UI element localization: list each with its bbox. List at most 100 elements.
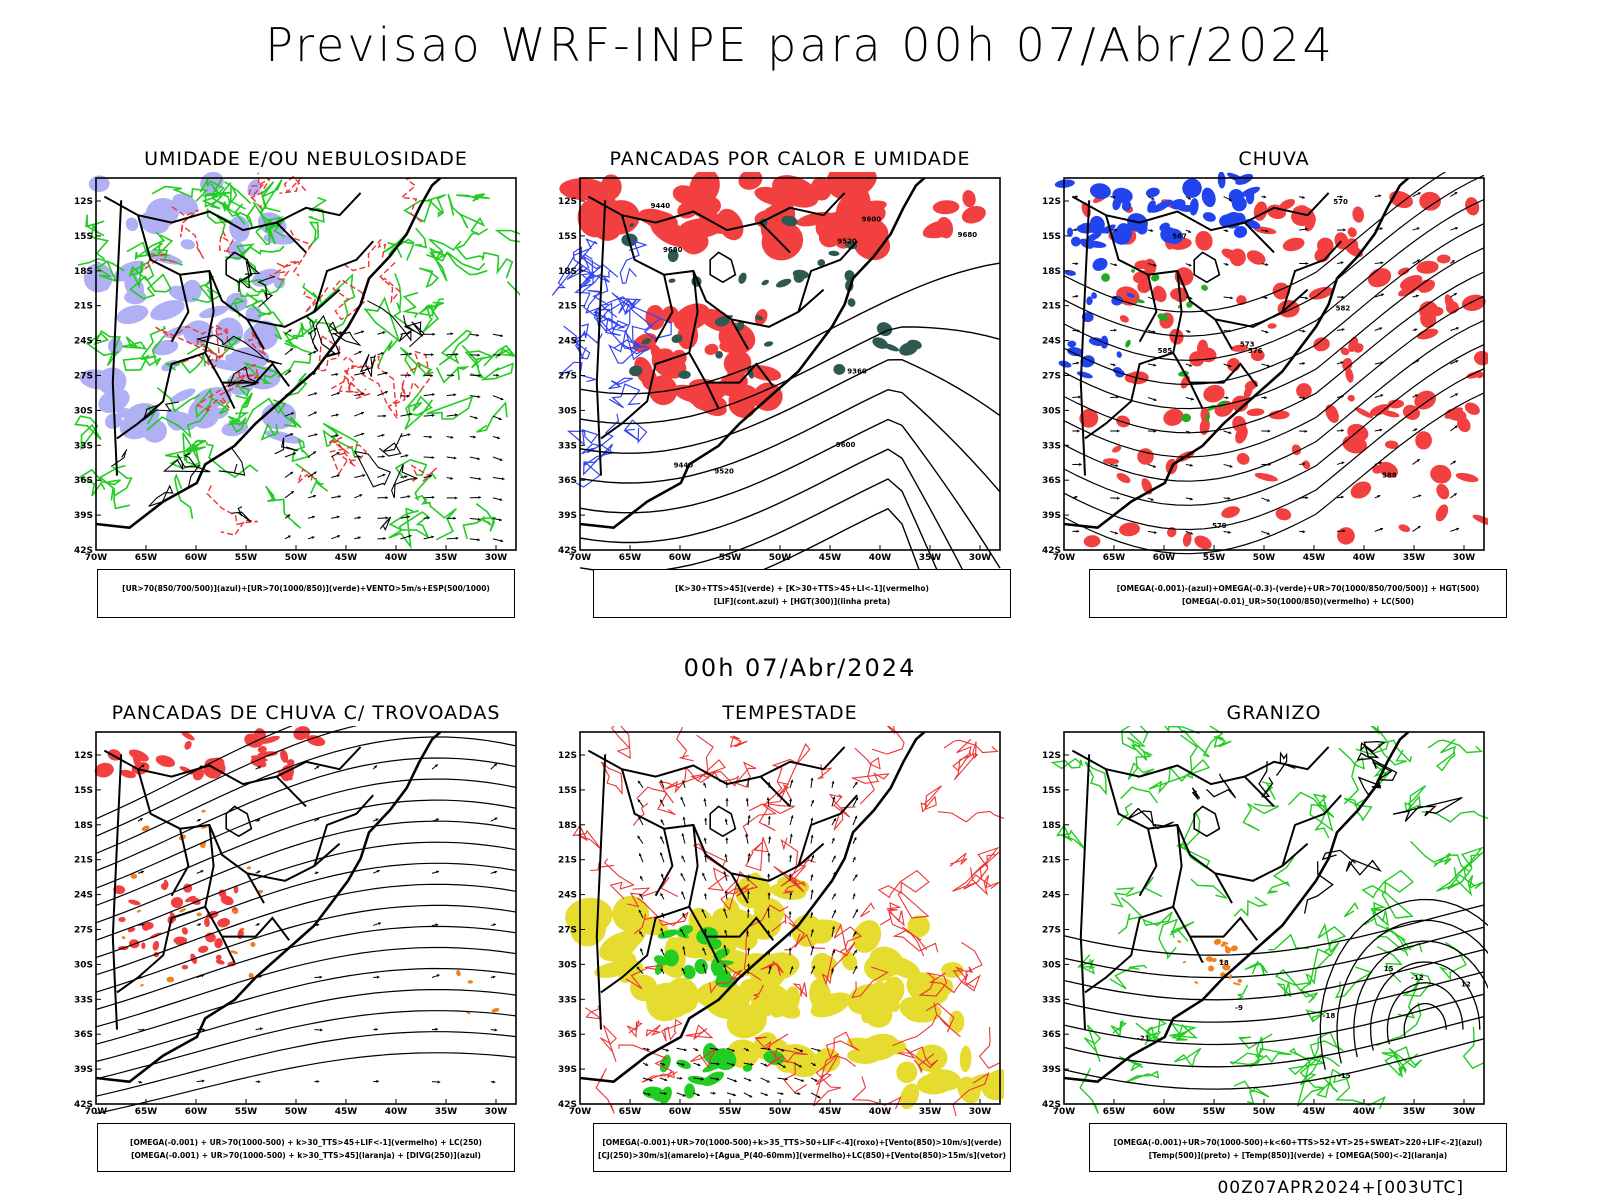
contour-line — [391, 464, 418, 499]
arrow-head — [450, 435, 454, 439]
fill-blob — [1137, 280, 1151, 294]
fill-blob — [859, 1033, 900, 1061]
lat-label: 42S — [558, 1100, 577, 1110]
country-border — [116, 905, 206, 994]
country-border — [313, 240, 374, 313]
arrow-head — [1379, 327, 1383, 331]
lat-label: 33S — [1042, 441, 1061, 451]
fill-blob — [1465, 197, 1480, 216]
caption-line: [OMEGA(-0.001)+UR>70(1000-500)+k<60+TTS>… — [1113, 1138, 1483, 1147]
arrow-head — [311, 536, 315, 540]
fill-blob — [1199, 418, 1210, 435]
contour-line — [418, 267, 440, 289]
fill-blob — [233, 885, 239, 894]
contour-line — [170, 205, 205, 259]
fill-blob — [907, 915, 930, 938]
arrow-head — [453, 393, 457, 397]
arrow-head — [814, 1078, 818, 1082]
contour-line — [1127, 743, 1155, 780]
arrow-head — [748, 1078, 752, 1082]
lat-label: 36S — [1042, 1030, 1061, 1040]
arrow-head — [431, 413, 435, 417]
arrow-head — [817, 1048, 821, 1052]
fill-blob — [250, 941, 256, 948]
arrow-head — [682, 946, 686, 950]
fill-blob — [687, 1075, 710, 1085]
contour-label: 9360 — [847, 368, 867, 376]
arrow-head — [1114, 228, 1118, 232]
arrow-head — [811, 854, 815, 858]
fill-blob — [1157, 313, 1169, 321]
contour-line — [920, 785, 943, 813]
contour-line — [134, 231, 170, 261]
contour-line — [937, 810, 1004, 823]
contour-line — [402, 315, 425, 348]
fill-blob — [130, 873, 138, 879]
fill-blob — [657, 929, 679, 939]
fill-blob — [654, 961, 664, 975]
arrow-head — [429, 435, 433, 439]
fill-blob — [828, 250, 840, 257]
fill-blob — [630, 915, 669, 936]
map-frame — [95, 731, 517, 1105]
arrow-head — [801, 1079, 805, 1082]
contour-line — [1410, 840, 1470, 873]
arrow-head — [789, 833, 793, 837]
fill-blob — [214, 938, 223, 949]
fill-blob — [641, 338, 652, 345]
arrow-head — [702, 963, 706, 967]
arrow-head — [1190, 397, 1194, 401]
arrow-head — [681, 891, 685, 895]
lon-label: 45W — [335, 553, 358, 563]
arrow-head — [681, 855, 685, 859]
contour-label: 9520 — [714, 467, 734, 475]
fill-blob — [899, 1083, 920, 1110]
main-title: Previsao WRF-INPE para 00h 07/Abr/2024 — [265, 18, 1335, 72]
contour-line — [676, 726, 694, 762]
contour-line — [1063, 993, 1485, 1046]
fill-blob — [1325, 404, 1339, 423]
fill-blob — [118, 916, 126, 922]
fill-blob — [181, 731, 195, 741]
contour-line — [95, 841, 517, 941]
fill-blob — [257, 751, 278, 757]
lon-label: 55W — [719, 1107, 742, 1117]
caption-pancadas-calor: [K>30+TTS>45](verde) + [K>30+TTS>45+LI<-… — [593, 569, 1011, 618]
fill-blob — [716, 969, 732, 986]
arrow-head — [257, 766, 261, 770]
country-border — [706, 916, 774, 941]
fill-blob — [1419, 191, 1441, 211]
contour-line — [275, 402, 302, 429]
contour-line — [95, 967, 517, 1045]
orange-fill — [121, 809, 264, 987]
fill-blob — [1166, 527, 1177, 538]
contour-label: 588 — [1382, 472, 1397, 480]
contour-label: 12 — [1461, 981, 1471, 989]
arrow-head — [432, 332, 436, 336]
contour-line — [481, 251, 514, 279]
contour-line — [206, 485, 258, 536]
arrow-head — [638, 780, 641, 784]
contour-line — [146, 405, 158, 425]
fill-blob — [1121, 200, 1132, 212]
contour-line — [1111, 887, 1135, 908]
arrow-head — [1189, 363, 1193, 367]
contour-line — [122, 354, 157, 372]
contour-line — [566, 429, 599, 446]
contour-line — [1233, 896, 1269, 918]
jet-fill — [862, 946, 1004, 1110]
fill-blob — [248, 972, 254, 979]
contour-line — [642, 876, 679, 897]
arrow-head — [362, 371, 366, 375]
fill-blob — [1217, 172, 1226, 189]
country-border — [276, 192, 362, 224]
arrow-head — [702, 947, 706, 951]
fill-blob — [1232, 982, 1241, 986]
fill-blob — [491, 1008, 500, 1013]
contour-line — [625, 964, 664, 990]
arrow-head — [383, 536, 386, 541]
arrow-head — [287, 514, 291, 518]
arrow-head — [1340, 195, 1343, 199]
country-border — [595, 754, 607, 1030]
lat-label: 15S — [1042, 786, 1061, 796]
